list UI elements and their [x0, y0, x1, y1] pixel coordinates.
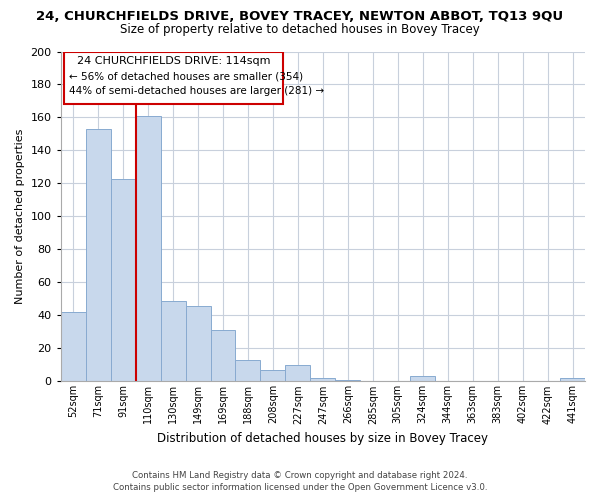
X-axis label: Distribution of detached houses by size in Bovey Tracey: Distribution of detached houses by size … — [157, 432, 488, 445]
Bar — [64, 52, 283, 104]
Bar — [185, 306, 211, 382]
Bar — [61, 312, 86, 382]
Text: Contains HM Land Registry data © Crown copyright and database right 2024.
Contai: Contains HM Land Registry data © Crown c… — [113, 471, 487, 492]
Bar — [560, 378, 585, 382]
Text: 24 CHURCHFIELDS DRIVE: 114sqm: 24 CHURCHFIELDS DRIVE: 114sqm — [77, 56, 271, 66]
Bar — [260, 370, 286, 382]
Bar — [410, 376, 435, 382]
Bar — [161, 300, 185, 382]
Bar — [86, 129, 110, 382]
Bar — [136, 116, 161, 382]
Text: 24, CHURCHFIELDS DRIVE, BOVEY TRACEY, NEWTON ABBOT, TQ13 9QU: 24, CHURCHFIELDS DRIVE, BOVEY TRACEY, NE… — [37, 10, 563, 23]
Bar — [286, 365, 310, 382]
Bar — [235, 360, 260, 382]
Bar — [310, 378, 335, 382]
Text: ← 56% of detached houses are smaller (354): ← 56% of detached houses are smaller (35… — [68, 72, 303, 82]
Bar — [211, 330, 235, 382]
Text: 44% of semi-detached houses are larger (281) →: 44% of semi-detached houses are larger (… — [68, 86, 324, 96]
Bar — [335, 380, 361, 382]
Bar — [110, 178, 136, 382]
Y-axis label: Number of detached properties: Number of detached properties — [15, 129, 25, 304]
Text: Size of property relative to detached houses in Bovey Tracey: Size of property relative to detached ho… — [120, 22, 480, 36]
